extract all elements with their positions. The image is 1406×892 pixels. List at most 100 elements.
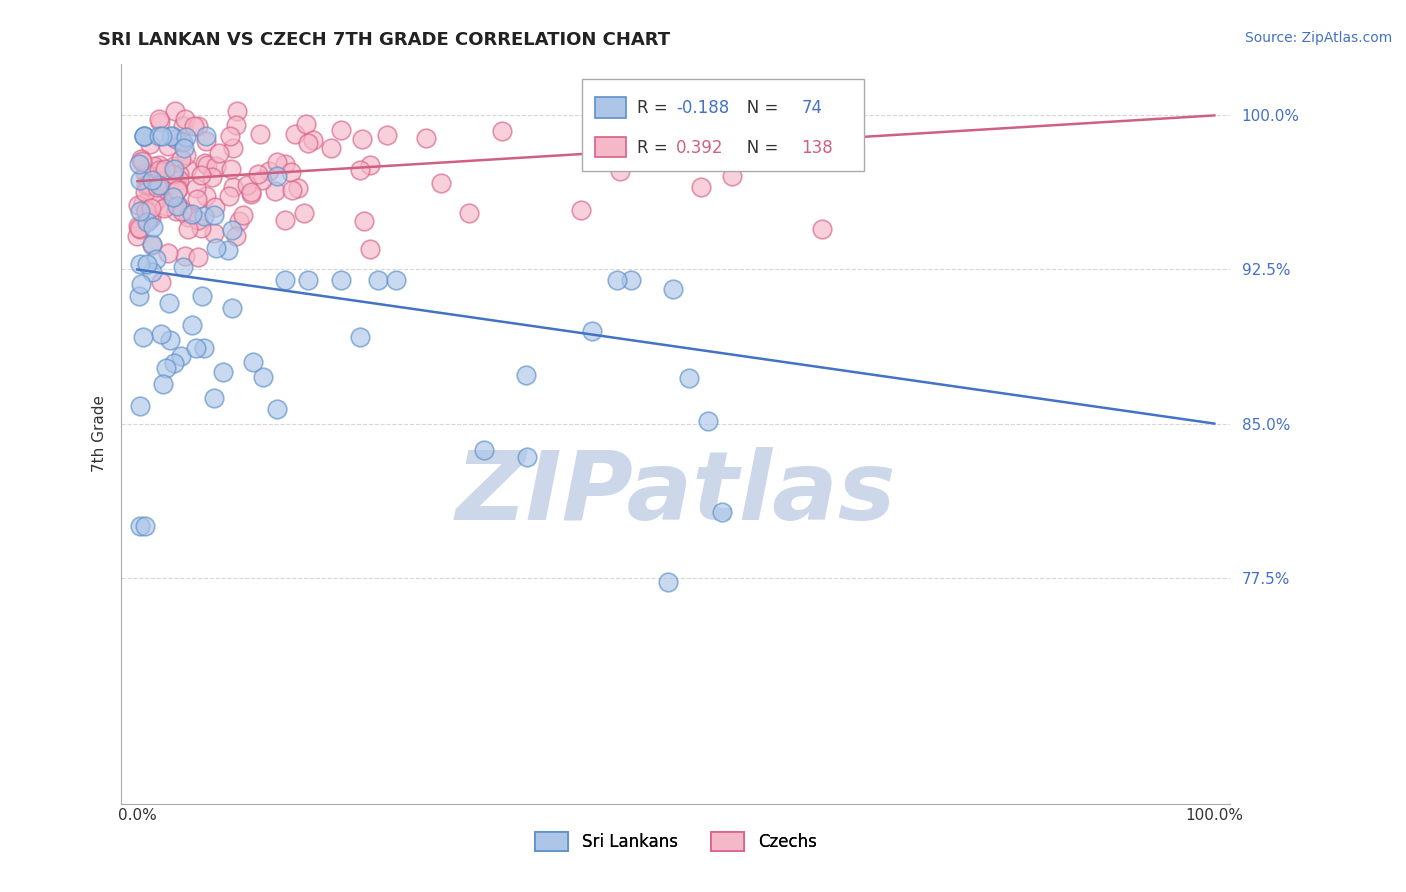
Point — [138, 211, 160, 225]
Point — [297, 136, 319, 151]
Point — [163, 356, 186, 370]
Point — [825, 105, 848, 120]
Point — [222, 141, 245, 155]
Point — [221, 162, 243, 177]
Point — [606, 273, 628, 287]
Point — [221, 223, 243, 237]
Point — [149, 114, 172, 128]
Point — [135, 204, 157, 219]
Point — [159, 333, 181, 347]
Point — [804, 138, 827, 153]
Point — [174, 249, 197, 263]
Point — [202, 208, 225, 222]
Point — [135, 257, 157, 271]
Point — [796, 142, 818, 156]
Point — [187, 119, 209, 133]
Point — [359, 158, 381, 172]
Point — [153, 164, 176, 178]
Point — [202, 227, 225, 241]
Point — [141, 211, 163, 225]
Point — [129, 221, 152, 235]
Point — [128, 257, 150, 271]
Point — [162, 162, 184, 177]
Point — [132, 195, 155, 210]
Point — [142, 195, 165, 210]
Point — [134, 166, 156, 180]
Point — [689, 179, 711, 194]
Bar — [595, 136, 626, 157]
Bar — [595, 97, 626, 118]
Point — [221, 180, 243, 194]
Point — [602, 117, 624, 131]
Point — [177, 210, 200, 224]
Point — [163, 160, 186, 174]
Point — [221, 301, 243, 316]
Point — [129, 172, 152, 186]
Point — [319, 141, 342, 155]
Point — [472, 443, 495, 458]
Point — [384, 273, 406, 287]
Point — [129, 153, 152, 167]
Point — [148, 163, 170, 178]
Point — [515, 450, 537, 464]
Text: N =: N = — [731, 138, 785, 157]
Point — [349, 162, 371, 177]
Text: Source: ZipAtlas.com: Source: ZipAtlas.com — [1244, 31, 1392, 45]
Point — [581, 153, 603, 168]
Point — [141, 173, 163, 187]
Point — [212, 365, 235, 379]
Point — [170, 349, 193, 363]
Point — [266, 155, 288, 169]
Point — [201, 170, 224, 185]
Point — [134, 128, 156, 143]
Point — [581, 324, 603, 338]
Point — [173, 141, 195, 155]
Point — [228, 213, 250, 227]
Point — [274, 213, 297, 227]
Point — [142, 159, 165, 173]
Point — [160, 128, 183, 143]
Point — [132, 128, 155, 143]
Point — [148, 158, 170, 172]
Point — [134, 202, 156, 216]
Point — [138, 213, 160, 227]
Legend: Sri Lankans, Czechs: Sri Lankans, Czechs — [529, 826, 824, 858]
Point — [184, 341, 207, 355]
Point — [138, 173, 160, 187]
Point — [156, 246, 179, 260]
Point — [195, 188, 218, 202]
Point — [226, 104, 249, 119]
Point — [246, 167, 269, 181]
Point — [139, 201, 162, 215]
Point — [239, 187, 262, 202]
Point — [353, 214, 375, 228]
Point — [167, 173, 190, 187]
Point — [162, 167, 184, 181]
Point — [176, 161, 198, 176]
Point — [686, 113, 709, 128]
Point — [172, 120, 194, 134]
Point — [148, 128, 170, 143]
Point — [139, 136, 162, 151]
Point — [301, 133, 323, 147]
Point — [225, 118, 247, 132]
Point — [349, 330, 371, 344]
Point — [249, 127, 271, 141]
Point — [762, 104, 785, 119]
Text: -0.188: -0.188 — [676, 99, 730, 118]
Point — [141, 238, 163, 252]
Point — [190, 168, 212, 182]
Text: 74: 74 — [801, 99, 823, 118]
Point — [187, 250, 209, 264]
Point — [135, 178, 157, 192]
Point — [620, 273, 643, 287]
Point — [181, 207, 204, 221]
Point — [329, 122, 352, 136]
Point — [329, 273, 352, 287]
Point — [352, 131, 374, 145]
Point — [367, 273, 389, 287]
Point — [197, 158, 219, 172]
Point — [136, 166, 159, 180]
Point — [193, 341, 215, 355]
Point — [172, 135, 194, 149]
